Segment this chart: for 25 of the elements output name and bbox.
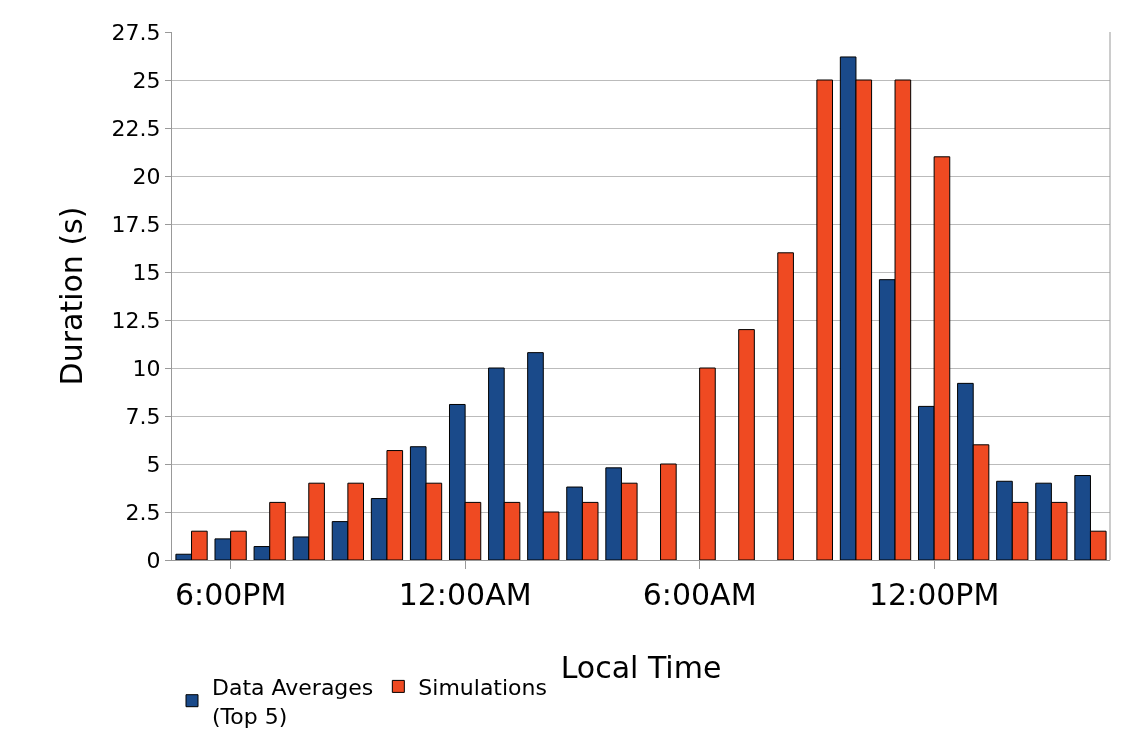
bar: [738, 329, 755, 560]
y-tick-label: 0: [146, 547, 161, 573]
legend-label: Data Averages (Top 5): [212, 674, 374, 729]
y-tick-label: 25: [132, 67, 161, 93]
bar: [699, 367, 716, 560]
y-tick-label: 17.5: [111, 211, 161, 237]
y-tick-label: 15: [132, 259, 161, 285]
bar: [660, 463, 677, 560]
x-tick-label: 12:00PM: [868, 577, 1000, 612]
bar: [816, 79, 834, 560]
y-tick-label: 5: [146, 451, 161, 477]
y-axis-title: Duration (s): [53, 206, 89, 386]
y-tick-label: 10: [132, 355, 161, 381]
y-tick-label: 22.5: [111, 115, 161, 141]
bar: [777, 252, 794, 560]
x-tick-label: 6:00PM: [174, 577, 287, 612]
legend-label: Simulations: [418, 674, 547, 700]
y-tick-label: 2.5: [125, 499, 161, 525]
y-tick-label: 20: [132, 163, 161, 189]
x-tick-label: 12:00AM: [398, 577, 532, 612]
y-tick-label: 27.5: [111, 19, 161, 45]
y-tick-label: 12.5: [111, 307, 161, 333]
x-tick-label: 6:00AM: [642, 577, 757, 612]
y-tick-label: 7.5: [125, 403, 161, 429]
x-axis-title: Local Time: [560, 649, 722, 685]
